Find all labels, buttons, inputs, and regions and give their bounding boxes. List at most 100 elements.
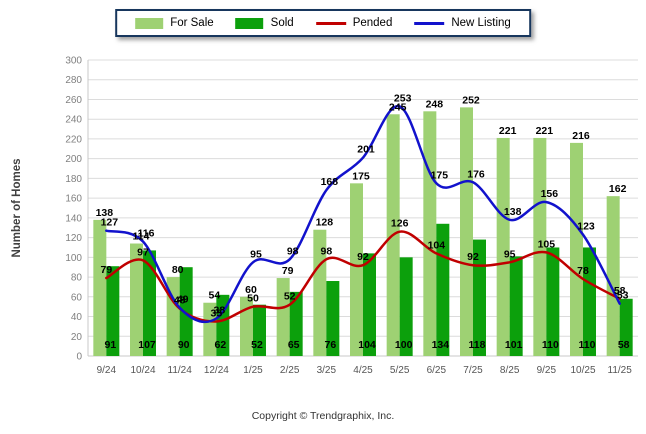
x-tick-label: 9/25 (537, 365, 557, 376)
data-label-new-listing: 49 (177, 294, 189, 306)
data-label-new-listing: 175 (431, 169, 449, 181)
data-label-for-sale: 175 (352, 170, 370, 182)
bar-sold (216, 294, 230, 356)
data-label-new-listing: 138 (504, 206, 522, 218)
data-label-pended: 95 (504, 248, 516, 260)
pended-line-icon (315, 21, 346, 25)
data-label-pended: 52 (284, 291, 296, 303)
data-label-for-sale: 54 (208, 290, 220, 302)
data-label-pended: 78 (577, 265, 589, 277)
data-label-sold: 90 (178, 339, 190, 351)
data-label-sold: 101 (505, 339, 523, 351)
bar-for-sale (130, 243, 143, 356)
data-label-sold: 58 (618, 339, 630, 351)
y-tick-label: 160 (65, 194, 82, 205)
data-label-sold: 100 (395, 339, 413, 351)
data-label-new-listing: 201 (357, 144, 375, 156)
data-label-for-sale: 252 (462, 94, 480, 106)
x-tick-label: 10/24 (130, 365, 155, 376)
bar-sold (509, 256, 523, 356)
bar-sold (326, 281, 340, 356)
y-tick-label: 140 (65, 213, 82, 224)
data-label-new-listing: 127 (101, 217, 119, 229)
bar-sold (253, 304, 266, 356)
x-tick-label: 9/24 (97, 365, 117, 376)
bar-sold (399, 257, 413, 356)
data-label-sold: 118 (469, 339, 486, 351)
data-label-sold: 110 (542, 339, 559, 351)
y-tick-label: 180 (65, 174, 82, 185)
data-label-pended: 126 (391, 218, 409, 230)
bar-for-sale (533, 137, 547, 356)
legend-item-for-sale: For Sale (135, 17, 214, 29)
y-tick-label: 200 (65, 154, 82, 165)
legend-label: Sold (270, 17, 294, 29)
bar-sold (143, 250, 156, 356)
bar-for-sale (423, 111, 437, 356)
data-label-sold: 91 (104, 339, 116, 351)
bar-for-sale (606, 196, 620, 356)
data-label-sold: 62 (214, 339, 226, 351)
x-tick-label: 1/25 (243, 365, 263, 376)
data-label-sold: 107 (138, 339, 156, 351)
data-label-for-sale: 248 (426, 98, 444, 110)
x-tick-label: 11/24 (168, 365, 193, 376)
data-label-for-sale: 221 (536, 125, 554, 137)
bar-sold (546, 247, 560, 356)
y-tick-label: 280 (65, 75, 82, 86)
x-tick-label: 11/25 (608, 365, 633, 376)
y-tick-label: 240 (65, 115, 82, 126)
y-tick-label: 300 (65, 56, 82, 67)
legend-item-new-listing: New Listing (414, 17, 511, 29)
x-tick-label: 5/25 (390, 365, 410, 376)
legend-label: New Listing (451, 17, 511, 29)
x-tick-label: 2/25 (280, 365, 300, 376)
y-tick-label: 220 (65, 134, 82, 145)
new-listing-line-icon (414, 21, 445, 25)
x-tick-label: 7/25 (463, 365, 483, 376)
y-tick-label: 40 (71, 312, 83, 323)
y-tick-label: 100 (65, 253, 82, 264)
data-label-pended: 35 (210, 307, 222, 319)
data-label-pended: 105 (538, 238, 556, 250)
copyright-text: Copyright © Trendgraphix, Inc. (251, 410, 395, 422)
bar-for-sale (203, 302, 217, 356)
bar-for-sale (93, 219, 107, 356)
data-label-new-listing: 123 (577, 221, 595, 233)
data-label-new-listing: 38 (213, 305, 225, 317)
legend-item-sold: Sold (235, 17, 294, 29)
y-axis-title: Number of Homes (11, 158, 23, 258)
chart-legend: For Sale Sold Pended New Listing (115, 9, 531, 37)
bar-for-sale (276, 278, 290, 356)
for-sale-swatch-icon (135, 17, 164, 29)
legend-label: For Sale (170, 17, 214, 29)
data-label-for-sale: 128 (316, 217, 334, 229)
data-label-for-sale: 60 (245, 284, 257, 296)
data-label-pended: 97 (137, 246, 149, 258)
data-label-sold: 52 (251, 339, 263, 351)
data-label-pended: 58 (614, 285, 626, 297)
bar-for-sale (350, 183, 363, 356)
bar-sold (619, 298, 633, 356)
data-label-new-listing: 95 (250, 248, 262, 260)
x-tick-label: 8/25 (500, 365, 520, 376)
legend-label: Pended (352, 17, 393, 29)
data-label-pended: 48 (174, 295, 186, 307)
data-label-for-sale: 138 (96, 207, 114, 219)
bar-sold (289, 291, 303, 356)
x-tick-label: 6/25 (427, 365, 447, 376)
data-label-for-sale: 114 (133, 231, 150, 243)
x-tick-label: 10/25 (570, 365, 595, 376)
bar-sold (106, 266, 120, 356)
data-label-new-listing: 156 (541, 188, 559, 200)
bar-sold (179, 267, 193, 356)
data-label-pended: 92 (467, 251, 479, 263)
legend-item-pended: Pended (315, 17, 393, 29)
data-label-sold: 134 (432, 339, 450, 351)
data-label-pended: 79 (100, 264, 112, 276)
x-tick-label: 3/25 (317, 365, 337, 376)
data-label-for-sale: 216 (572, 130, 590, 142)
data-label-new-listing: 116 (138, 228, 155, 240)
